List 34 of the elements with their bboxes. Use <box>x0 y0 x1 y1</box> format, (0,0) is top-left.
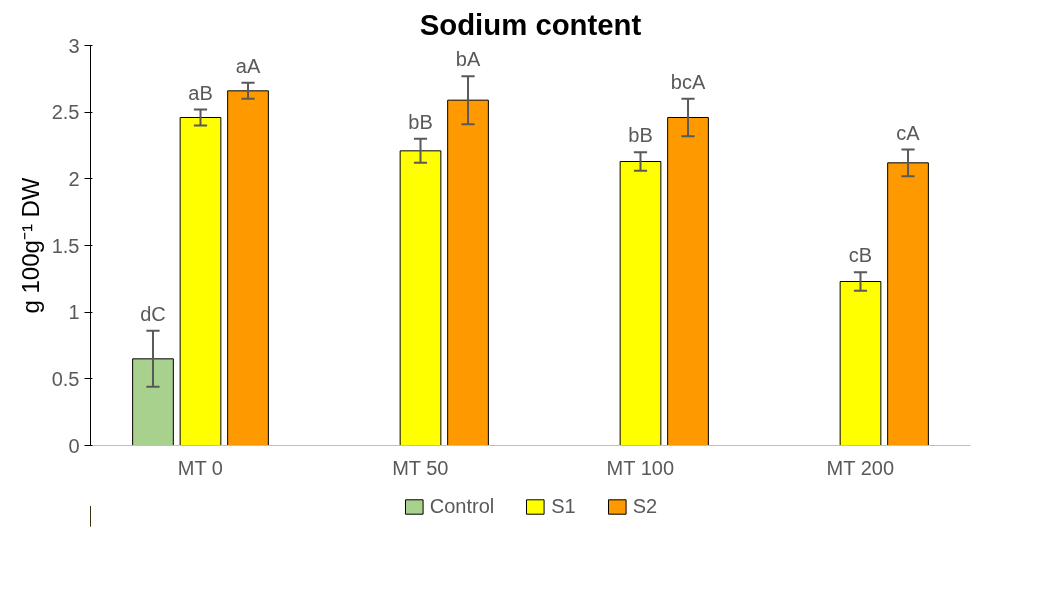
bar <box>179 117 222 446</box>
data-label: aA <box>235 54 261 77</box>
x-tick-label: MT 0 <box>177 456 223 479</box>
x-tick-label: MT 100 <box>606 456 675 479</box>
bar <box>447 99 489 446</box>
data-label: cB <box>848 244 873 267</box>
data-label: aB <box>188 81 213 104</box>
x-tick-label: MT 50 <box>392 456 449 479</box>
chart-title: Sodium content <box>419 7 642 41</box>
y-tick-label: 0 <box>68 434 80 457</box>
bar <box>399 150 442 446</box>
bar <box>227 90 269 446</box>
data-label: bA <box>455 48 481 71</box>
y-axis-title: g 100g⁻¹ DW <box>16 177 44 314</box>
legend-label: S2 <box>632 494 658 518</box>
legend-label: S1 <box>551 494 576 518</box>
y-tick-label: 2.5 <box>51 101 80 124</box>
bar <box>839 281 882 446</box>
data-label: bB <box>628 124 653 147</box>
data-label: bB <box>408 110 433 133</box>
bar <box>132 358 174 446</box>
y-tick-label: 1.5 <box>51 234 80 257</box>
x-tick-label: MT 200 <box>826 456 895 479</box>
y-tick-label: 0.5 <box>51 367 80 390</box>
bar <box>887 162 929 446</box>
y-tick-label: 1 <box>68 301 80 324</box>
data-label: bcA <box>670 70 706 93</box>
bar <box>667 117 709 446</box>
y-tick-label: 2 <box>68 167 80 190</box>
data-label: cA <box>896 121 921 144</box>
y-tick-label: 3 <box>68 34 80 57</box>
data-label: dC <box>140 302 166 325</box>
legend-label: Control <box>429 494 495 518</box>
bar <box>619 161 662 446</box>
